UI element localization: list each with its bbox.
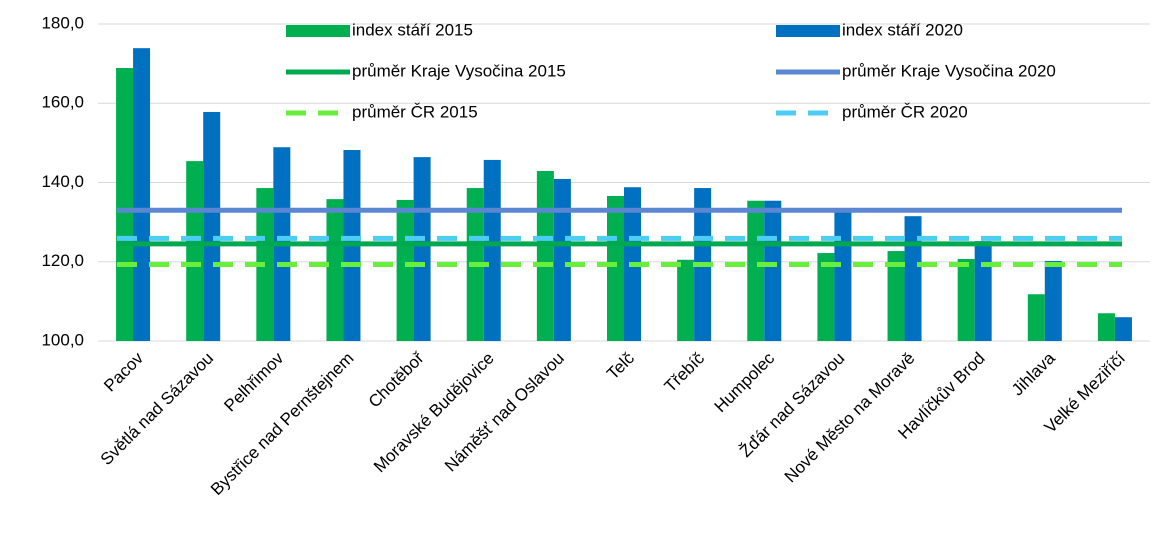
bar [203, 111, 221, 341]
y-tick-label: 180,0 [41, 13, 84, 32]
bar [817, 253, 835, 341]
legend-swatch [286, 25, 350, 37]
x-tick-label: Nové Město na Moravě [781, 349, 919, 487]
bar [834, 211, 852, 341]
bar [396, 199, 414, 341]
x-tick-label: Telč [603, 348, 638, 383]
y-tick-label: 140,0 [41, 172, 84, 191]
bar [1044, 260, 1062, 341]
y-tick-label: 120,0 [41, 251, 84, 270]
y-tick-label: 160,0 [41, 93, 84, 112]
legend-label: průměr Kraje Vysočina 2020 [842, 61, 1056, 80]
bar [483, 159, 501, 341]
bar [904, 216, 922, 341]
bar [413, 157, 431, 341]
bar [1097, 313, 1115, 341]
x-tick-label: Chotěboř [365, 348, 428, 411]
x-tick-label: Třebíč [661, 348, 709, 396]
legend-label: index stáří 2015 [352, 20, 473, 39]
x-tick-label: Moravské Budějovice [370, 349, 498, 477]
bar [1027, 294, 1045, 341]
bar [957, 258, 975, 341]
bar [887, 251, 905, 341]
bar [186, 161, 204, 341]
bar [747, 200, 765, 341]
bar [553, 178, 571, 341]
x-tick-label: Pacov [100, 348, 147, 395]
legend-label: průměr ČR 2015 [352, 102, 478, 121]
legend-label: průměr ČR 2020 [842, 102, 968, 121]
bar [133, 48, 151, 341]
bar [536, 171, 554, 341]
y-tick-label: 100,0 [41, 330, 84, 349]
bar [326, 199, 344, 341]
legend-label: průměr Kraje Vysočina 2015 [352, 61, 566, 80]
bar [974, 241, 992, 341]
x-tick-label: Bystřice nad Pernštejnem [207, 349, 357, 499]
x-tick-label: Humpolec [711, 348, 779, 416]
bar [607, 195, 624, 341]
x-tick-label: Pelhřimov [220, 348, 287, 415]
bar [1114, 317, 1132, 341]
bar [764, 200, 782, 341]
bar [116, 67, 134, 341]
x-tick-label: Jihlava [1008, 348, 1059, 399]
x-tick-label: Náměšť nad Oslavou [441, 349, 568, 476]
legend-swatch [776, 25, 840, 37]
legend-label: index stáří 2020 [842, 20, 963, 39]
bar [677, 259, 695, 341]
